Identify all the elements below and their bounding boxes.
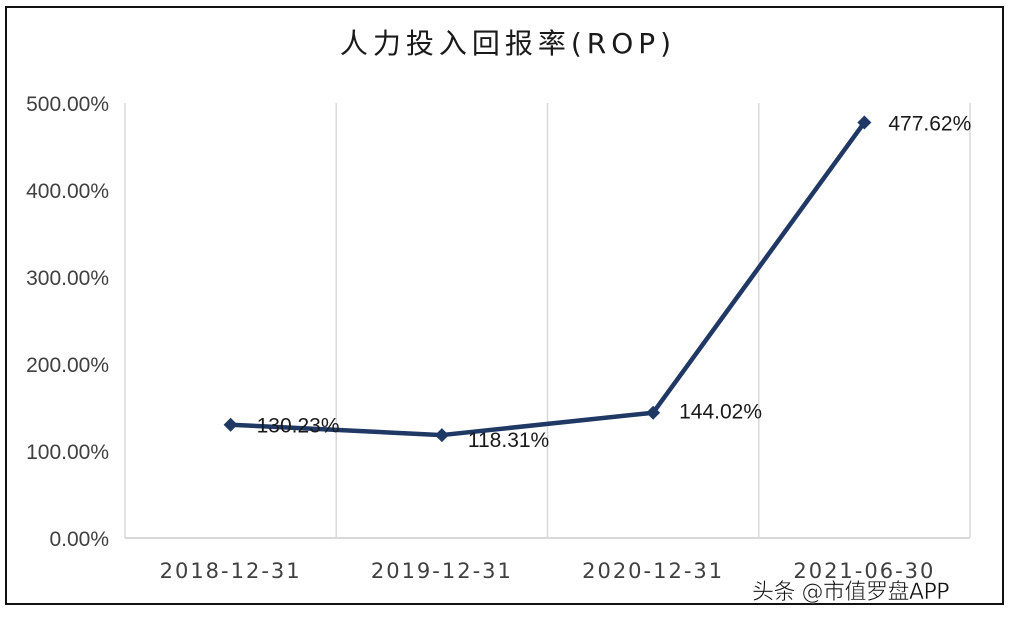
chart-frame (5, 6, 1004, 605)
data-label: 118.31% (468, 429, 549, 452)
diamond-marker-icon (434, 428, 449, 443)
diamond-marker-icon (223, 417, 238, 432)
y-axis-tick-label: 300.00% (26, 267, 109, 290)
chart-title: 人力投入回报率(ROP) (339, 27, 677, 60)
x-axis-tick-label: 2021-06-30 (793, 559, 935, 583)
data-label: 130.23% (257, 415, 340, 438)
x-axis-tick-label: 2018-12-31 (160, 559, 302, 583)
y-axis-tick-label: 0.00% (49, 528, 109, 551)
diamond-marker-icon (857, 115, 872, 130)
y-axis-tick-label: 100.00% (26, 441, 109, 464)
y-axis-tick-label: 200.00% (26, 354, 109, 377)
diamond-marker-icon (646, 405, 661, 420)
series-line (230, 121, 867, 438)
watermark: 头条 @市值罗盘APP (752, 580, 950, 606)
y-axis-tick-label: 500.00% (26, 93, 109, 116)
data-label: 144.02% (679, 401, 762, 424)
data-label: 477.62% (888, 112, 971, 135)
x-axis-tick-label: 2020-12-31 (582, 559, 724, 583)
x-axis-tick-label: 2019-12-31 (371, 559, 513, 583)
y-axis-tick-label: 400.00% (26, 180, 109, 203)
